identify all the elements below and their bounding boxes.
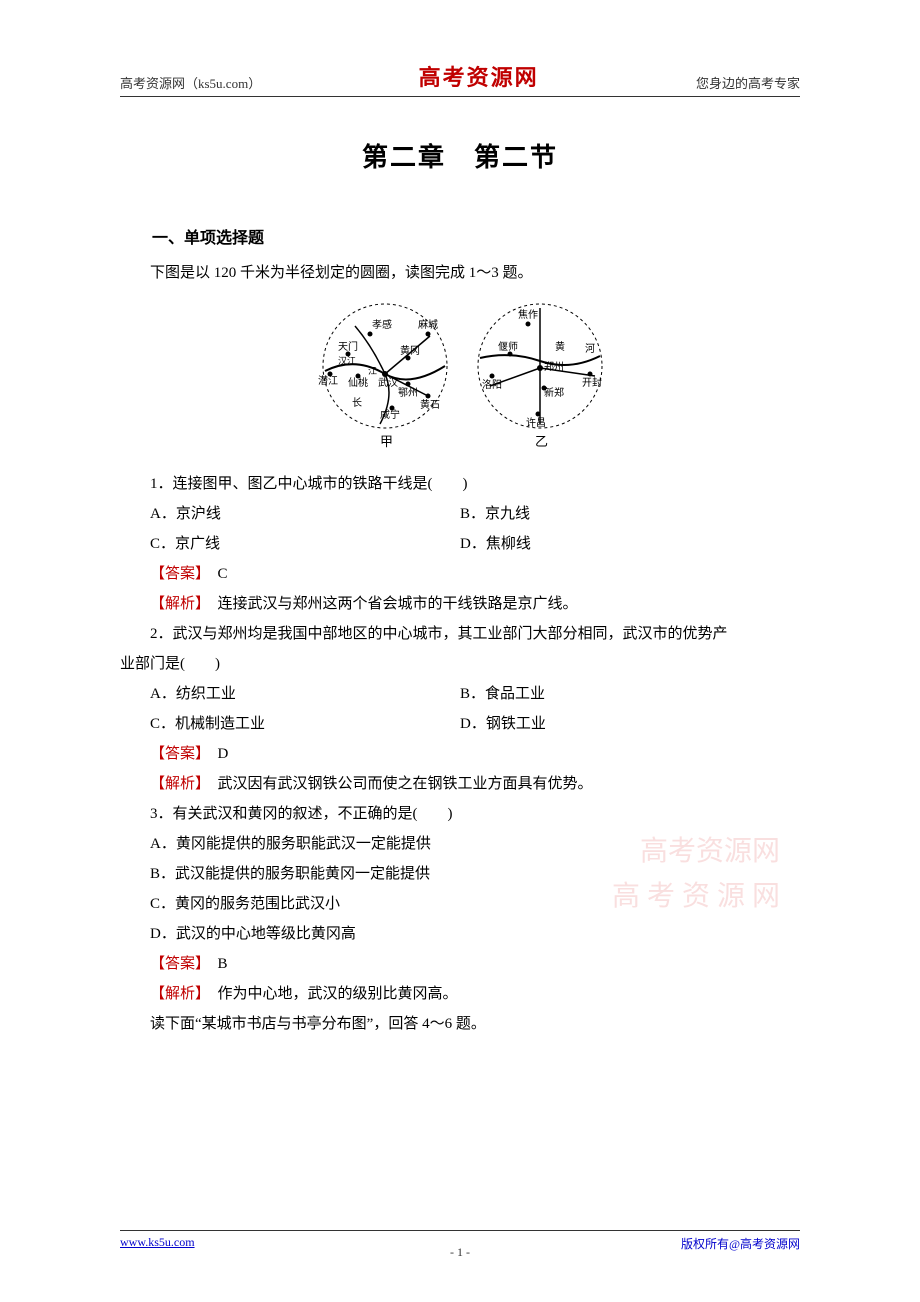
q1-ans-label: 【答案】 — [150, 566, 203, 582]
lbl-xiaogan: 孝感 — [372, 318, 392, 331]
q2-opt-b: B．食品工业 — [460, 679, 800, 709]
q1-exp-label: 【解析】 — [150, 596, 203, 612]
q3-answer: 【答案】 B — [120, 949, 800, 979]
q1-opt-c: C．京广线 — [120, 529, 460, 559]
page-header: 高考资源网（ks5u.com） 高考资源网 您身边的高考专家 — [120, 60, 800, 97]
q2-ans-label: 【答案】 — [150, 746, 203, 762]
q2-ans-val: D — [203, 746, 229, 762]
intro-text: 下图是以 120 千米为半径划定的圆圈，读图完成 1～3 题。 — [120, 258, 800, 288]
q1-answer: 【答案】 C — [120, 559, 800, 589]
q2-opt-c: C．机械制造工业 — [120, 709, 460, 739]
header-center-logo: 高考资源网 — [419, 60, 539, 92]
footer-page-num: - 1 - — [120, 1245, 800, 1260]
q3-opt-a: A．黄冈能提供的服务职能武汉一定能提供 — [120, 829, 800, 859]
q3-opt-d: D．武汉的中心地等级比黄冈高 — [120, 919, 800, 949]
city-huangshi-dot — [426, 394, 431, 399]
q1-opt-d: D．焦柳线 — [460, 529, 800, 559]
lbl-macheng: 麻城 — [418, 318, 438, 331]
city-kaifeng-dot — [588, 372, 593, 377]
q2-explain: 【解析】 武汉因有武汉钢铁公司而使之在钢铁工业方面具有优势。 — [120, 769, 800, 799]
lbl-qianjiang: 潜江 — [318, 374, 338, 387]
q2-stem-l1: 2．武汉与郑州均是我国中部地区的中心城市，其工业部门大部分相同，武汉市的优势产 — [120, 619, 800, 649]
lbl-yanshi: 偃师 — [498, 340, 518, 353]
lbl-he: 河 — [585, 343, 595, 355]
lbl-huanggang: 黄冈 — [400, 344, 420, 357]
lbl-luoyang: 洛阳 — [482, 378, 502, 391]
q3-exp-label: 【解析】 — [150, 986, 203, 1002]
lbl-xuchang: 许昌 — [526, 417, 546, 429]
q3-exp-val: 作为中心地，武汉的级别比黄冈高。 — [203, 986, 458, 1002]
next-intro: 读下面“某城市书店与书亭分布图”，回答 4～6 题。 — [120, 1009, 800, 1039]
city-ezhou-dot — [406, 382, 411, 387]
city-macheng-dot — [426, 332, 431, 337]
lbl-zhengzhou: 郑州 — [544, 360, 564, 373]
map-figure: 孝感 麻城 天门 黄冈 汉江 潜江 仙桃 武汉 江 长 咸宁 鄂州 黄石 甲 — [120, 296, 800, 461]
lbl-tianmen: 天门 — [338, 340, 358, 353]
lbl-kaifeng: 开封 — [582, 376, 602, 389]
city-luoyang-dot — [490, 374, 495, 379]
page: 高考资源网（ks5u.com） 高考资源网 您身边的高考专家 第二章 第二节 一… — [0, 0, 920, 1302]
lbl-xianning: 咸宁 — [380, 408, 400, 421]
q3-explain: 【解析】 作为中心地，武汉的级别比黄冈高。 — [120, 979, 800, 1009]
q3-stem: 3．有关武汉和黄冈的叙述，不正确的是( ) — [120, 799, 800, 829]
lbl-hanjiang: 汉江 — [338, 356, 356, 366]
q2-opts-row2: C．机械制造工业 D．钢铁工业 — [120, 709, 800, 739]
q2-answer: 【答案】 D — [120, 739, 800, 769]
q3-opt-b: B．武汉能提供的服务职能黄冈一定能提供 — [120, 859, 800, 889]
q2-exp-label: 【解析】 — [150, 776, 203, 792]
q1-opt-a: A．京沪线 — [120, 499, 460, 529]
q1-opts-row2: C．京广线 D．焦柳线 — [120, 529, 800, 559]
q2-stem-l2: 业部门是( ) — [120, 649, 800, 679]
lbl-jiang: 江 — [368, 366, 377, 376]
map-svg: 孝感 麻城 天门 黄冈 汉江 潜江 仙桃 武汉 江 长 咸宁 鄂州 黄石 甲 — [300, 296, 620, 456]
q1-exp-val: 连接武汉与郑州这两个省会城市的干线铁路是京广线。 — [203, 596, 578, 612]
q3-ans-label: 【答案】 — [150, 956, 203, 972]
q3-opt-c: C．黄冈的服务范围比武汉小 — [120, 889, 800, 919]
chapter-title: 第二章 第二节 — [120, 137, 800, 174]
city-wuhan-dot — [382, 371, 388, 377]
q1-opt-b: B．京九线 — [460, 499, 800, 529]
city-jiaozuo-dot — [526, 322, 531, 327]
lbl-huang: 黄 — [555, 340, 565, 353]
q1-ans-val: C — [203, 566, 228, 582]
lbl-jiaozuo: 焦作 — [518, 308, 538, 321]
section-heading: 一、单项选择题 — [120, 224, 800, 248]
q2-opt-a: A．纺织工业 — [120, 679, 460, 709]
lbl-huangshi: 黄石 — [420, 398, 440, 411]
q1-opts-row1: A．京沪线 B．京九线 — [120, 499, 800, 529]
header-left: 高考资源网（ks5u.com） — [120, 73, 261, 92]
q3-ans-val: B — [203, 956, 228, 972]
q2-opt-d: D．钢铁工业 — [460, 709, 800, 739]
lbl-xiantao: 仙桃 — [348, 376, 368, 389]
city-zhengzhou-dot — [537, 365, 543, 371]
q2-opts-row1: A．纺织工业 B．食品工业 — [120, 679, 800, 709]
lbl-ezhou: 鄂州 — [398, 387, 418, 399]
city-xiaogan-dot — [368, 332, 373, 337]
q1-explain: 【解析】 连接武汉与郑州这两个省会城市的干线铁路是京广线。 — [120, 589, 800, 619]
q2-exp-val: 武汉因有武汉钢铁公司而使之在钢铁工业方面具有优势。 — [203, 776, 593, 792]
page-footer: www.ks5u.com - 1 - 版权所有@高考资源网 — [120, 1230, 800, 1252]
caption-left: 甲 — [380, 434, 393, 449]
q1-stem: 1．连接图甲、图乙中心城市的铁路干线是( ) — [120, 469, 800, 499]
lbl-wuhan: 武汉 — [378, 376, 398, 389]
lbl-chang: 长 — [352, 397, 362, 409]
city-xuchang-dot — [536, 412, 541, 417]
lbl-xinzheng: 新郑 — [544, 386, 564, 399]
header-right: 您身边的高考专家 — [696, 73, 800, 92]
caption-right: 乙 — [535, 434, 548, 449]
